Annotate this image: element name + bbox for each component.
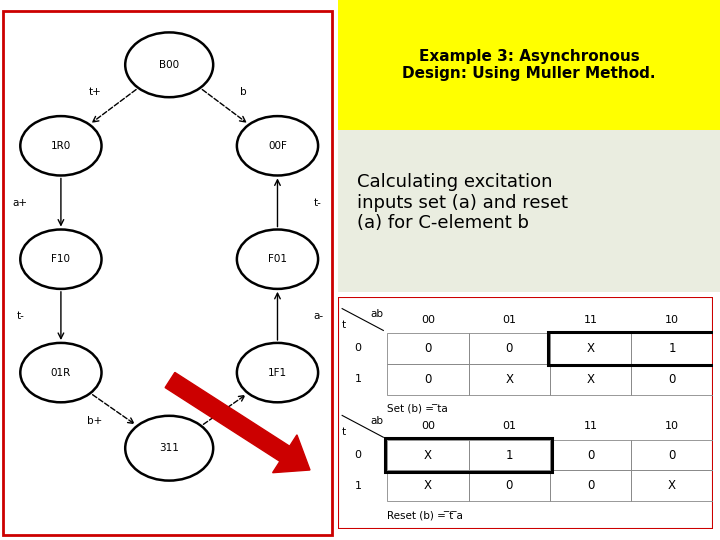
Text: 0: 0: [354, 450, 361, 460]
Text: b: b: [240, 87, 247, 97]
Text: b+: b+: [87, 416, 102, 426]
Text: 01: 01: [503, 421, 516, 431]
Text: a+: a+: [13, 198, 28, 207]
Bar: [550, 333, 631, 363]
Text: 0: 0: [668, 373, 676, 386]
Bar: [385, 438, 552, 471]
Bar: [548, 332, 715, 365]
Text: t: t: [342, 427, 346, 437]
Text: F01: F01: [268, 254, 287, 264]
Ellipse shape: [237, 343, 318, 402]
Bar: [469, 440, 550, 470]
FancyArrow shape: [165, 373, 310, 472]
Text: 10: 10: [665, 421, 679, 431]
Ellipse shape: [125, 32, 213, 97]
Text: a-: a-: [313, 311, 323, 321]
Bar: [631, 333, 713, 363]
Text: 11: 11: [584, 314, 598, 325]
Text: X: X: [424, 480, 432, 492]
Bar: [550, 363, 631, 395]
Text: 0: 0: [668, 449, 676, 462]
Text: t-: t-: [240, 416, 248, 426]
Text: Example 3: Asynchronous
Design: Using Muller Method.: Example 3: Asynchronous Design: Using Mu…: [402, 49, 656, 81]
Text: 1: 1: [505, 449, 513, 462]
Ellipse shape: [20, 116, 102, 176]
Text: 01: 01: [503, 314, 516, 325]
Bar: [387, 440, 469, 470]
Text: 0: 0: [505, 480, 513, 492]
Bar: [550, 440, 631, 470]
Text: F10: F10: [51, 254, 71, 264]
Text: 1: 1: [668, 342, 676, 355]
Text: Reset (b) = ̅t ̅a: Reset (b) = ̅t ̅a: [387, 511, 463, 521]
Text: 0: 0: [505, 342, 513, 355]
Bar: [469, 470, 550, 501]
Text: 00: 00: [420, 314, 435, 325]
Bar: [469, 363, 550, 395]
Ellipse shape: [20, 230, 102, 289]
Text: Set (b) = ̅ta: Set (b) = ̅ta: [387, 404, 448, 414]
Text: B00: B00: [159, 60, 179, 70]
Bar: [631, 440, 713, 470]
Text: 00: 00: [420, 421, 435, 431]
Text: 00F: 00F: [268, 141, 287, 151]
Text: X: X: [668, 480, 676, 492]
Text: X: X: [587, 342, 595, 355]
Text: X: X: [587, 373, 595, 386]
Text: 311: 311: [159, 443, 179, 453]
Bar: [469, 333, 550, 363]
Text: t-: t-: [17, 311, 24, 321]
Text: t: t: [342, 320, 346, 330]
Text: ab: ab: [370, 416, 383, 426]
Ellipse shape: [20, 343, 102, 402]
Text: 1F1: 1F1: [268, 368, 287, 377]
Text: 0: 0: [354, 343, 361, 353]
Text: Calculating excitation
inputs set (a) and reset
(a) for C-element b: Calculating excitation inputs set (a) an…: [357, 173, 569, 232]
Bar: [387, 470, 469, 501]
Ellipse shape: [125, 416, 213, 481]
Text: 1: 1: [354, 374, 361, 384]
Ellipse shape: [237, 116, 318, 176]
Text: X: X: [424, 449, 432, 462]
Text: 0: 0: [587, 480, 594, 492]
Bar: [631, 470, 713, 501]
Text: 11: 11: [584, 421, 598, 431]
Text: ab: ab: [370, 309, 383, 319]
Text: 0: 0: [424, 373, 431, 386]
Bar: [550, 470, 631, 501]
Text: t-: t-: [314, 198, 322, 207]
Text: 01R: 01R: [51, 368, 71, 377]
Bar: [387, 363, 469, 395]
Bar: [631, 363, 713, 395]
Text: 0: 0: [424, 342, 431, 355]
Ellipse shape: [237, 230, 318, 289]
Bar: [387, 333, 469, 363]
Text: 1R0: 1R0: [51, 141, 71, 151]
Text: t+: t+: [89, 87, 101, 97]
Text: 1: 1: [354, 481, 361, 491]
Text: X: X: [505, 373, 513, 386]
Text: 10: 10: [665, 314, 679, 325]
Text: 0: 0: [587, 449, 594, 462]
